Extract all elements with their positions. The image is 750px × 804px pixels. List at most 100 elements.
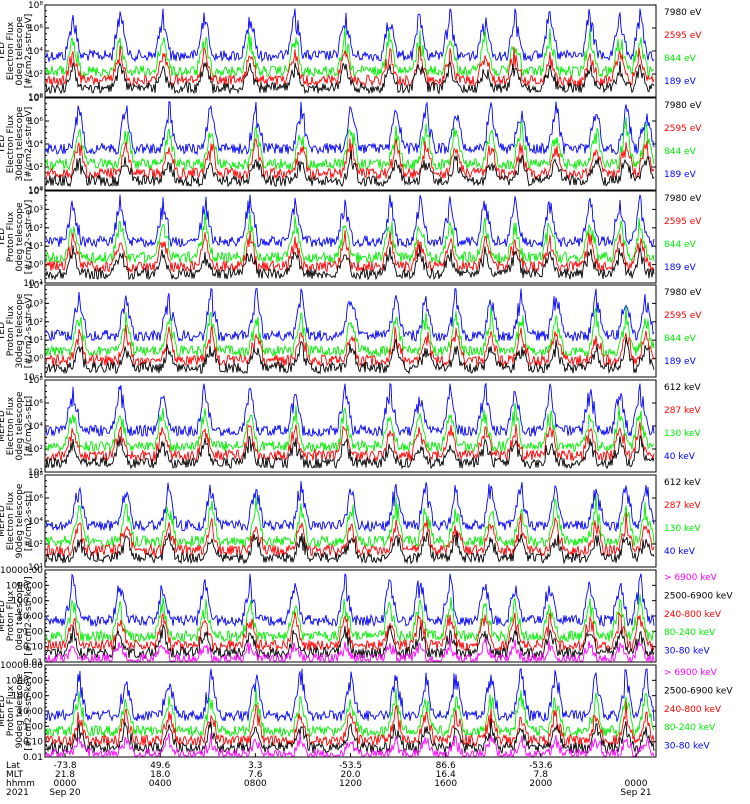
x-tick-label: -73.8	[53, 761, 77, 771]
series-trace	[45, 211, 655, 265]
x-tick-label: -53.6	[529, 761, 553, 771]
y-tick-label: 10²	[28, 540, 43, 550]
y-tick-label: 10²	[28, 224, 43, 234]
y-axis-label-line: MEPED	[0, 505, 7, 537]
series-trace	[45, 701, 655, 748]
series-trace	[45, 382, 655, 438]
legend-entry: 30-80 keV	[664, 742, 710, 752]
y-axis-label: MEPED Proton Flux 90deg telescope [#/cm2-s-…	[0, 671, 34, 750]
legend-entry: 7980 eV	[664, 101, 702, 111]
legend-entry: 130 keV	[664, 524, 701, 534]
panel-frame	[44, 474, 657, 568]
series-trace	[45, 194, 655, 249]
series-trace	[45, 593, 655, 643]
x-tick-label: 7.6	[248, 770, 263, 780]
panel-frame	[44, 284, 657, 378]
series-trace	[45, 244, 655, 281]
y-tick-label: 10⁴	[28, 281, 43, 291]
y-tick-label: 10⁰	[28, 355, 43, 365]
y-tick-label: 10⁻¹	[23, 279, 43, 289]
series-trace	[45, 667, 655, 723]
y-tick-label: 100.00	[12, 692, 44, 702]
x-tick-label: 1600	[434, 779, 457, 789]
y-tick-label: 10⁻¹	[23, 373, 43, 383]
y-axis-label-line: 0deg telescope	[15, 391, 25, 461]
series-trace	[45, 305, 655, 359]
x-tick-label: 20.0	[340, 770, 360, 780]
y-tick-label: 1.00	[23, 722, 43, 732]
y-tick-label: 1000.00	[6, 676, 43, 686]
y-tick-label: 10⁴	[28, 187, 43, 197]
x-row-label: 2021	[6, 788, 29, 798]
y-tick-label: 10³	[28, 205, 43, 215]
series-trace	[45, 8, 655, 63]
y-axis-label-line: Proton Flux	[6, 590, 16, 641]
legend-entry: 7980 eV	[664, 8, 702, 18]
x-tick-label: 0400	[149, 779, 172, 789]
panel-5: 10¹ 10² 10⁴ 10⁶ 10⁸ MEPED Electron Flux 0deg te…	[0, 376, 701, 478]
x-tick-label: -53.5	[339, 761, 362, 771]
y-tick-label: 10⁸	[28, 1, 43, 11]
series-trace	[45, 573, 655, 628]
x-tick-label: Sep 20	[49, 788, 81, 798]
y-tick-label: 1000.00	[6, 581, 43, 591]
y-tick-label: 10⁸	[28, 376, 43, 386]
y-tick-label: 10⁴	[28, 47, 43, 57]
legend-entry: 2595 eV	[664, 311, 702, 321]
series-trace	[45, 531, 655, 565]
y-axis-label-line: MEPED	[0, 600, 7, 632]
legend-entry: 7980 eV	[664, 288, 702, 298]
y-tick-label: 10¹	[28, 336, 43, 346]
y-tick-label: 10⁴	[28, 422, 43, 432]
y-axis-label-line: MEPED	[0, 695, 7, 727]
y-tick-label: 10000.00	[0, 661, 43, 671]
y-axis-label-line: MEPED	[0, 410, 7, 442]
x-row-label: MLT	[6, 770, 24, 780]
y-axis-label-line: Electron Flux	[6, 21, 16, 80]
y-tick-label: 10⁸	[28, 94, 43, 104]
y-tick-label: 0.01	[23, 658, 43, 668]
panel-2: 10⁰ 10² 10⁴ 10⁶ 10⁸ TED Electron Flux 30deg tel…	[0, 94, 702, 196]
series-trace	[45, 45, 655, 88]
series-trace	[45, 480, 655, 533]
y-tick-label: 10²	[28, 318, 43, 328]
panel-1: 10⁰ 10² 10⁴ 10⁶ 10⁸ TED Electron Flux 0deg tele…	[0, 1, 702, 103]
legend-entry: 2500-6900 keV	[664, 591, 733, 601]
legend-entry: 2595 eV	[664, 31, 702, 41]
y-tick-label: 10⁰	[28, 261, 43, 271]
series-trace	[45, 624, 655, 660]
y-tick-label: 0.01	[23, 753, 43, 763]
y-tick-label: 10²	[28, 445, 43, 455]
y-axis-label-line: Electron Flux	[6, 114, 16, 173]
legend-entry: 287 keV	[664, 406, 701, 416]
y-axis-label: TED Proton Flux 0deg telescope [#/cm2-s-str…	[0, 200, 34, 275]
legend-entry: 189 eV	[664, 357, 697, 367]
y-axis-label-line: [#/cm2-s-str]	[24, 491, 34, 551]
y-tick-label: 10000.00	[0, 566, 43, 576]
series-trace	[45, 60, 655, 95]
legend-entry: 240-800 keV	[664, 610, 722, 620]
series-trace	[45, 325, 655, 368]
y-tick-label: 10¹	[28, 563, 43, 573]
series-trace	[45, 137, 655, 181]
x-tick-label: 0800	[244, 779, 267, 789]
series-trace	[45, 150, 655, 188]
legend-entry: 844 eV	[664, 54, 697, 64]
y-axis-label-line: [#/cm2-s-str-eV]	[24, 14, 34, 89]
y-axis-label: TED Electron Flux 30deg telescope [#/cm2-s-…	[0, 106, 34, 181]
x-tick-label: 16.4	[436, 770, 456, 780]
y-tick-label: 10³	[28, 299, 43, 309]
y-axis-label: TED Electron Flux 0deg telescope [#/cm2-s-s…	[0, 14, 34, 89]
y-axis-label-line: 30deg telescope	[15, 106, 25, 181]
legend-entry: 189 eV	[664, 170, 697, 180]
y-tick-label: 10¹	[28, 468, 43, 478]
legend-entry: 612 keV	[664, 478, 701, 488]
y-tick-label: 10⁶	[28, 399, 43, 409]
y-tick-label: 10²	[28, 70, 43, 80]
legend-entry: 2595 eV	[664, 217, 702, 227]
y-axis-label: MEPED Proton Flux 0deg telescope [#/cm2-s-s…	[0, 576, 34, 655]
x-row-label: hhmm	[6, 779, 35, 789]
y-tick-label: 10²	[28, 163, 43, 173]
y-axis-label-line: [#/cm2-s-str-eV]	[24, 107, 34, 182]
legend-entry: 844 eV	[664, 240, 697, 250]
